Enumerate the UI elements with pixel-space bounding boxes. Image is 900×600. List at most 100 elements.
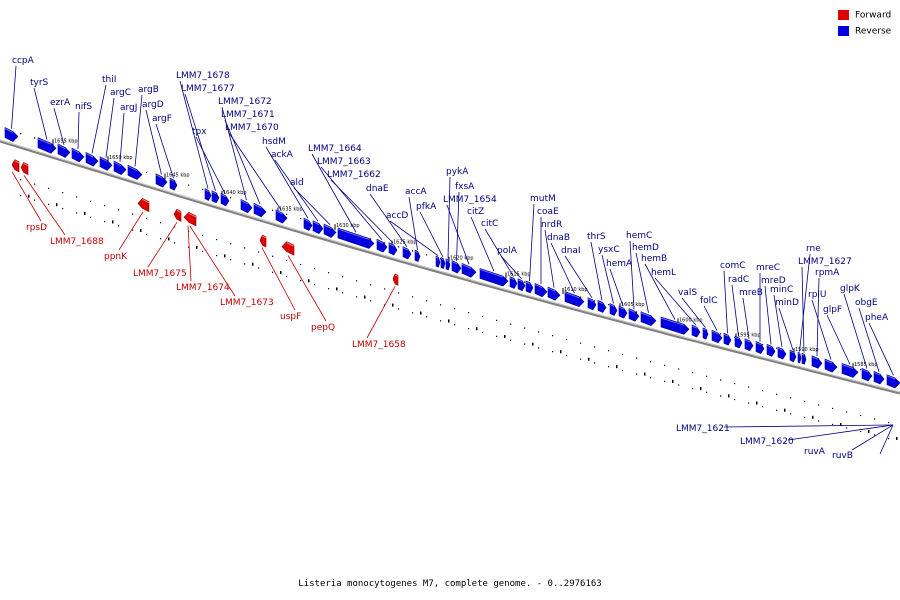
reverse-gene-arrow-highlight: [312, 221, 320, 226]
kbp-tick-label: 1650 kbp: [109, 155, 133, 161]
scale-dot: [90, 216, 92, 218]
reverse-gene-leader: [179, 80, 209, 189]
scale-dot: [34, 199, 36, 201]
reverse-gene-arrow-highlight: [723, 333, 729, 337]
scale-dot: [104, 220, 106, 223]
scale-dot: [846, 411, 848, 413]
reverse-gene-arrow: [777, 346, 787, 360]
reverse-gene-arrow-highlight: [777, 347, 783, 351]
reverse-gene-label-rne: rne: [806, 244, 821, 254]
reverse-gene-label-citc: citC: [481, 219, 498, 229]
scale-dot: [356, 296, 358, 298]
reverse-gene-label-pfka: pfkA: [416, 202, 437, 212]
reverse-gene-label-citz: citZ: [467, 207, 484, 217]
scale-dot: [552, 335, 554, 337]
reverse-gene-arrow-highlight: [169, 178, 175, 182]
scale-dot: [888, 421, 890, 424]
forward-gene-leader: [118, 211, 144, 251]
scale-dot: [272, 209, 274, 211]
reverse-gene-arrow: [734, 335, 743, 349]
reverse-gene-leader: [11, 65, 17, 129]
scale-dot: [146, 217, 148, 219]
reverse-gene-arrow-highlight: [841, 363, 854, 369]
scale-dot: [580, 296, 582, 298]
legend-reverse-label: Reverse: [855, 26, 892, 37]
minor-tick: [728, 394, 730, 398]
scale-dot: [804, 400, 806, 402]
reverse-gene-arrow-highlight: [755, 342, 761, 346]
reverse-gene-label-ccpa: ccpA: [12, 56, 35, 66]
scale-dot: [734, 382, 736, 385]
reverse-gene-label-coae: coaE: [537, 207, 559, 217]
scale-dot: [132, 229, 134, 231]
scale-dot: [328, 288, 330, 290]
reverse-gene-label-lmm7-1620: LMM7_1620: [740, 437, 794, 447]
minor-tick: [28, 194, 30, 198]
scale-dot: [370, 284, 372, 286]
reverse-gene-label-dnai: dnaI: [561, 246, 581, 256]
reverse-gene-label-argj: argJ: [120, 103, 137, 113]
scale-dot: [510, 323, 512, 325]
reverse-gene-leader: [550, 242, 575, 294]
scale-dot: [496, 335, 498, 337]
genome-backbone: [0, 139, 900, 395]
reverse-gene-leader: [723, 424, 894, 428]
forward-gene-arrow-highlight: [176, 209, 182, 213]
scale-dot: [608, 350, 610, 352]
reverse-gene-arrow-highlight: [660, 317, 685, 326]
reverse-gene-arrow: [609, 303, 618, 316]
reverse-gene-leader: [681, 297, 706, 328]
reverse-gene-leader: [224, 119, 261, 205]
scale-dot: [762, 344, 764, 346]
scale-dot: [440, 258, 442, 260]
reverse-gene-arrow: [861, 367, 873, 382]
reverse-gene-arrow: [711, 329, 723, 344]
reverse-gene-label-acca: accA: [405, 187, 427, 197]
reverse-gene-label-glpf: glpF: [823, 305, 842, 315]
minor-tick: [168, 237, 170, 241]
reverse-gene-arrow: [155, 173, 168, 188]
reverse-gene-arrow: [4, 127, 19, 142]
reverse-gene-leader: [851, 424, 894, 451]
minor-tick: [476, 327, 478, 331]
reverse-gene-leader: [879, 424, 894, 455]
reverse-gene-arrow-highlight: [388, 243, 395, 247]
reverse-gene-leader: [773, 294, 783, 348]
scale-dot: [76, 212, 78, 214]
reverse-gene-arrow-highlight: [4, 128, 14, 133]
reverse-gene-leader: [53, 107, 65, 145]
scale-dot: [608, 366, 610, 368]
scale-dot: [538, 347, 540, 349]
minor-tick: [812, 415, 814, 419]
reverse-gene-arrow: [755, 341, 765, 354]
minor-tick: [112, 220, 114, 224]
reverse-gene-leader: [320, 166, 383, 240]
forward-gene-label-lmm7-1674: LMM7_1674: [176, 283, 230, 293]
reverse-gene-arrow-highlight: [824, 359, 833, 364]
forward-gene-leader: [23, 175, 66, 236]
reverse-gene-leader: [799, 253, 811, 352]
scale-dot: [622, 353, 624, 355]
reverse-gene-arrow-highlight: [734, 336, 740, 340]
reverse-gene-leader: [787, 424, 894, 441]
scale-dot: [636, 311, 638, 313]
scale-dot: [776, 393, 778, 395]
scale-dot: [776, 347, 778, 349]
reverse-gene-arrow: [169, 177, 178, 191]
reverse-gene-arrow-highlight: [37, 138, 52, 145]
scale-dot: [692, 372, 694, 374]
scale-dot: [342, 292, 344, 294]
reverse-gene-leader: [742, 297, 750, 339]
reverse-gene-leader: [369, 193, 408, 248]
reverse-gene-leader: [330, 179, 394, 244]
forward-gene-arrow-highlight: [188, 212, 197, 218]
reverse-gene-leader: [544, 229, 555, 288]
scale-dot: [594, 362, 596, 364]
scale-dot: [692, 388, 694, 390]
scale-dot: [720, 333, 722, 335]
scale-dot: [272, 255, 274, 257]
reverse-gene-label-rplu: rplU: [808, 290, 827, 300]
reverse-gene-leader: [77, 111, 80, 150]
scale-dot: [734, 336, 736, 339]
